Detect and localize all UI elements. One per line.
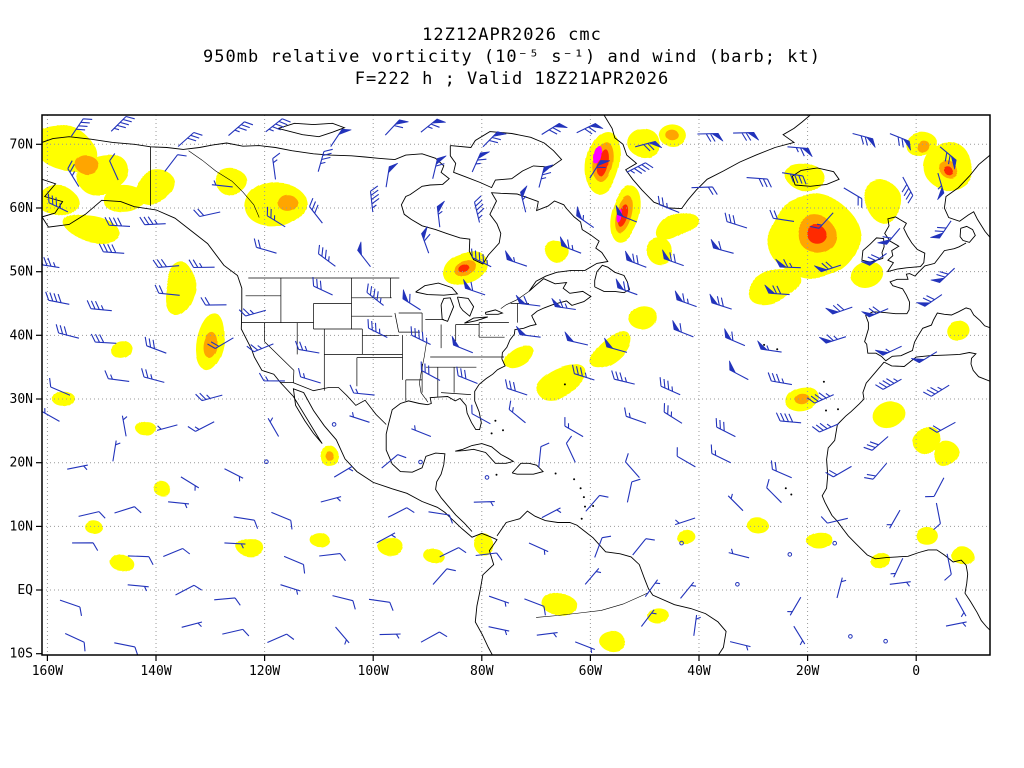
plot-background: [42, 115, 990, 655]
vorticity-fill-layer: [42, 123, 976, 651]
lat-tick-label: 10N: [10, 519, 33, 534]
wind-barb-layer: [42, 115, 967, 655]
lat-tick-label: 40N: [10, 328, 33, 343]
lon-tick-label: 100W: [358, 664, 389, 679]
lat-tick-label: 10S: [10, 647, 33, 662]
plot-frame: [41, 114, 991, 656]
chart-title-run: 12Z12APR2026 cmc: [422, 25, 602, 45]
lon-tick-label: 60W: [579, 664, 603, 679]
coastline-layer: [42, 115, 990, 655]
lat-tick-label: 60N: [10, 201, 33, 216]
lon-tick-label: 20W: [796, 664, 820, 679]
lat-tick-label: 50N: [10, 265, 33, 280]
chart-title-valid: F=222 h ; Valid 18Z21APR2026: [354, 69, 670, 89]
chart-title-variable: 950mb relative vorticity (10⁻⁵ s⁻¹) and …: [203, 47, 821, 67]
lon-tick-label: 160W: [32, 664, 63, 679]
lat-tick-label: 20N: [10, 456, 33, 471]
chart-header: 12Z12APR2026 cmc 950mb relative vorticit…: [0, 24, 1024, 90]
lon-tick-label: 80W: [470, 664, 494, 679]
axis-labels-layer: 70N 60N 50N 40N 30N 20N 10N EQ 10S 160W 140W 120W 10…: [10, 137, 921, 679]
lat-tick-label: EQ: [17, 583, 33, 598]
lat-tick-label: 30N: [10, 392, 33, 407]
lat-tick-label: 70N: [10, 137, 33, 152]
lon-tick-label: 120W: [249, 664, 280, 679]
lon-tick-label: 140W: [140, 664, 171, 679]
political-borders-layer: [150, 146, 839, 618]
lon-tick-label: 40W: [687, 664, 711, 679]
lon-tick-label: 0: [912, 664, 920, 679]
